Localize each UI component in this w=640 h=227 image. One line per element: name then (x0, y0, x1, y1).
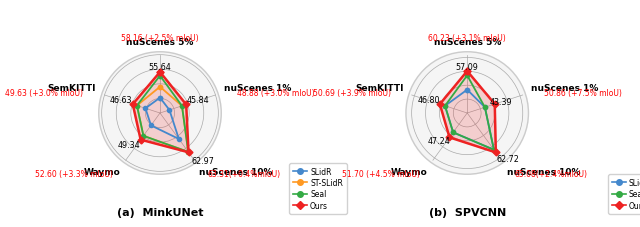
Text: 48.88 (+3.0% mIoU): 48.88 (+3.0% mIoU) (237, 89, 314, 98)
ST-SLidR (140, 135, 147, 138)
Ours (463, 70, 471, 73)
Seal (156, 75, 164, 78)
ST-SLidR (156, 86, 164, 89)
Seal* (463, 75, 471, 77)
Ours (185, 151, 193, 154)
Seal (140, 135, 147, 138)
Text: 49.63 (+3.0% mIoU): 49.63 (+3.0% mIoU) (6, 89, 83, 98)
Line: SLidR: SLidR (443, 88, 496, 152)
Text: 47.24: 47.24 (428, 137, 451, 146)
SLidR (449, 131, 457, 134)
Text: 63.31(+0.4%mIoU): 63.31(+0.4%mIoU) (207, 169, 280, 178)
Text: 43.39: 43.39 (490, 97, 512, 106)
Ours (129, 103, 136, 106)
Text: (b)  SPVCNN: (b) SPVCNN (429, 207, 506, 217)
Text: 62.97: 62.97 (191, 156, 214, 165)
Text: Waymo: Waymo (84, 168, 120, 176)
SLidR (156, 97, 164, 100)
Text: nuScenes 10%: nuScenes 10% (507, 168, 580, 176)
Seal (184, 151, 192, 154)
Text: nuScenes 1%: nuScenes 1% (224, 84, 291, 93)
Text: 51.70 (+4.5% mIoU): 51.70 (+4.5% mIoU) (342, 169, 420, 178)
Text: nuScenes 5%: nuScenes 5% (126, 38, 194, 47)
SLidR (156, 97, 164, 100)
Polygon shape (132, 73, 189, 153)
Seal* (463, 75, 471, 77)
Seal (178, 105, 186, 108)
Seal (156, 75, 164, 78)
Polygon shape (440, 72, 496, 153)
Text: nuScenes 10%: nuScenes 10% (200, 168, 273, 176)
SLidR (147, 124, 155, 127)
Ours (137, 139, 145, 141)
Text: Waymo: Waymo (391, 168, 428, 176)
Text: 50.86 (+7.5% mIoU): 50.86 (+7.5% mIoU) (544, 89, 621, 98)
Ours (156, 71, 164, 74)
SLidR (481, 106, 489, 109)
Seal (133, 105, 141, 107)
Line: Ours: Ours (438, 69, 499, 155)
Text: 49.34: 49.34 (118, 140, 141, 149)
Text: 55.64: 55.64 (148, 63, 172, 72)
Seal* (490, 149, 498, 151)
Line: ST-SLidR: ST-SLidR (135, 85, 190, 154)
Line: Seal*: Seal* (443, 74, 496, 152)
Text: 57.09: 57.09 (456, 62, 479, 72)
Ours (436, 103, 444, 106)
Text: 46.63: 46.63 (110, 96, 132, 105)
ST-SLidR (133, 105, 141, 107)
Text: nuScenes 1%: nuScenes 1% (531, 84, 598, 93)
SLidR (441, 105, 449, 108)
ST-SLidR (184, 151, 192, 154)
Text: 65.08(+2.4%mIoU): 65.08(+2.4%mIoU) (515, 169, 588, 178)
ST-SLidR (156, 86, 164, 89)
Legend: SLidR, Seal*, Ours: SLidR, Seal*, Ours (608, 175, 640, 214)
Text: 58.16 (+2.5% mIoU): 58.16 (+2.5% mIoU) (121, 33, 199, 42)
Text: SemKITTI: SemKITTI (355, 84, 403, 93)
Ours (491, 103, 499, 106)
Circle shape (99, 52, 221, 175)
Ours (463, 70, 471, 73)
Ours (182, 104, 190, 106)
Seal* (481, 106, 489, 109)
SLidR (490, 149, 498, 151)
Seal* (441, 105, 449, 108)
Ours (445, 136, 453, 139)
Text: 62.72: 62.72 (497, 154, 520, 163)
Line: Seal: Seal (135, 74, 190, 154)
Text: 46.80: 46.80 (418, 96, 440, 105)
Text: 45.84: 45.84 (186, 96, 209, 105)
Line: SLidR: SLidR (143, 96, 181, 141)
SLidR (463, 89, 471, 92)
Legend: SLidR, ST-SLidR, Seal, Ours: SLidR, ST-SLidR, Seal, Ours (289, 163, 347, 214)
SLidR (141, 107, 149, 110)
Text: (a)  MinkUNet: (a) MinkUNet (116, 207, 204, 217)
Text: nuScenes 5%: nuScenes 5% (433, 38, 501, 47)
Ours (156, 71, 164, 74)
Ours (492, 151, 500, 154)
Text: SemKITTI: SemKITTI (48, 84, 96, 93)
Seal* (449, 131, 457, 134)
SLidR (166, 109, 173, 112)
Circle shape (406, 52, 529, 175)
SLidR (463, 89, 471, 92)
ST-SLidR (178, 105, 186, 108)
Text: 50.69 (+3.9% mIoU): 50.69 (+3.9% mIoU) (313, 89, 390, 98)
SLidR (175, 138, 182, 141)
Text: 52.60 (+3.3% mIoU): 52.60 (+3.3% mIoU) (35, 169, 113, 178)
Line: Ours: Ours (131, 70, 191, 155)
Text: 60.23 (+3.1% mIoU): 60.23 (+3.1% mIoU) (428, 33, 506, 42)
